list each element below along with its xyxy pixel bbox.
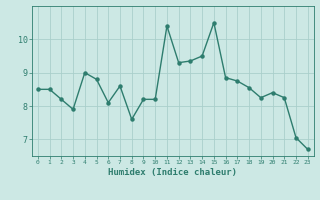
X-axis label: Humidex (Indice chaleur): Humidex (Indice chaleur) xyxy=(108,168,237,177)
